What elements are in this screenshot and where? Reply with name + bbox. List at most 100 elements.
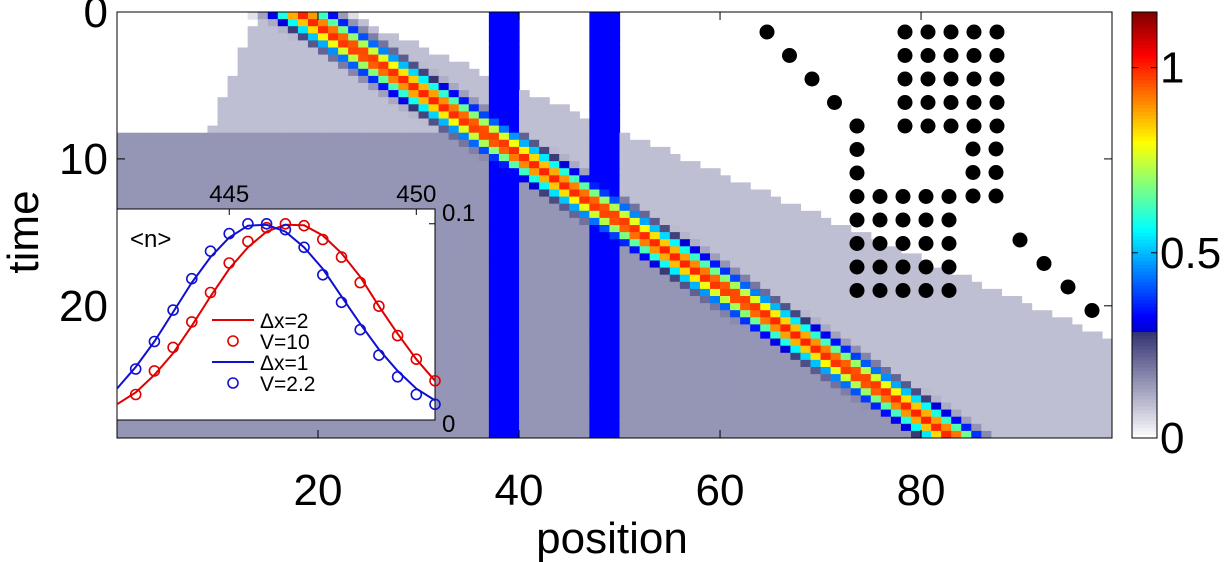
heatmap-cell — [307, 189, 319, 198]
heatmap-cell — [760, 239, 771, 247]
heatmap-cell — [699, 395, 711, 404]
heatmap-cell — [458, 331, 470, 340]
heatmap-cell — [569, 317, 580, 325]
heatmap-cell — [559, 125, 570, 134]
colorbar-segment — [1132, 303, 1157, 308]
heatmap-cell — [629, 253, 641, 262]
heatmap-cell — [659, 182, 671, 191]
heatmap-cell — [1031, 324, 1043, 333]
heatmap-cell — [328, 97, 339, 105]
heatmap-cell — [519, 267, 530, 276]
heatmap-cell — [669, 303, 681, 311]
heatmap-cell — [820, 246, 832, 254]
heatmap-cell — [730, 210, 741, 219]
heatmap-cell — [388, 175, 400, 183]
heatmap-cell — [508, 374, 520, 382]
heatmap-cell — [307, 139, 319, 148]
heatmap-cell — [840, 409, 852, 418]
heatmap-cell — [981, 317, 992, 325]
heatmap-cell — [569, 395, 580, 404]
heatmap-cell — [257, 161, 269, 169]
heatmap-cell — [287, 146, 299, 155]
heatmap-cell — [388, 189, 400, 198]
heatmap-cell — [961, 359, 972, 368]
colorbar-segment — [1132, 118, 1157, 123]
heatmap-cell — [599, 374, 611, 382]
heatmap-cell — [850, 303, 862, 311]
heatmap-cell — [287, 68, 299, 77]
heatmap-cell — [689, 324, 701, 333]
heatmap-cell — [458, 260, 470, 269]
heatmap-cell — [589, 12, 601, 20]
heatmap-cell — [237, 97, 249, 105]
heatmap-cell — [599, 90, 611, 98]
heatmap-cell — [619, 210, 631, 219]
heatmap-cell — [579, 367, 590, 375]
heatmap-cell — [800, 246, 812, 254]
heatmap-cell — [217, 125, 229, 134]
heatmap-cell — [810, 324, 822, 333]
heatmap-cell — [760, 430, 771, 438]
heatmap-cell — [569, 352, 580, 361]
heatmap-cell — [589, 381, 601, 389]
heatmap-cell — [378, 40, 389, 49]
heatmap-cell — [820, 345, 832, 354]
colorbar-segment — [1132, 72, 1157, 77]
heatmap-cell — [1091, 381, 1103, 389]
heatmap-cell — [760, 260, 771, 269]
heatmap-cell — [609, 374, 621, 382]
heatmap-cell — [508, 303, 520, 311]
heatmap-cell — [408, 61, 420, 70]
heatmap-cell — [307, 423, 319, 432]
heatmap-cell — [880, 310, 892, 318]
heatmap-cell — [790, 381, 802, 389]
heatmap-cell — [307, 54, 319, 63]
heatmap-cell — [207, 139, 219, 148]
heatmap-cell — [870, 367, 882, 375]
heatmap-cell — [438, 239, 450, 247]
heatmap-cell — [398, 189, 410, 198]
heatmap-cell — [438, 97, 450, 105]
heatmap-cell — [539, 146, 550, 155]
heatmap-cell — [398, 68, 410, 77]
heatmap-cell — [589, 395, 601, 404]
heatmap-cell — [408, 90, 420, 98]
colorbar-segment — [1132, 114, 1157, 120]
heatmap-cell — [478, 83, 490, 91]
heatmap-cell — [880, 416, 892, 425]
heatmap-cell — [609, 97, 621, 105]
heatmap-cell — [177, 416, 188, 425]
heatmap-cell — [1011, 324, 1023, 333]
heatmap-cell — [750, 352, 761, 361]
heatmap-cell — [840, 374, 852, 382]
heatmap-cell — [549, 331, 560, 340]
heatmap-cell — [679, 203, 691, 212]
heatmap-cell — [629, 423, 641, 432]
heatmap-cell — [750, 210, 761, 219]
heatmap-cell — [378, 68, 389, 77]
heatmap-cell — [709, 196, 721, 205]
heatmap-cell — [951, 352, 962, 361]
heatmap-cell — [498, 267, 510, 276]
heatmap-cell — [619, 409, 631, 418]
heatmap-cell — [579, 352, 590, 361]
heatmap-cell — [599, 310, 611, 318]
heatmap-cell — [720, 189, 731, 198]
heatmap-cell — [519, 281, 530, 290]
heatmap-cell — [740, 260, 751, 269]
heatmap-cell — [971, 367, 982, 375]
colorbar-segment — [1132, 225, 1157, 230]
heatmap-cell — [709, 395, 721, 404]
heatmap-cell — [579, 253, 590, 262]
heatmap-cell — [508, 317, 520, 325]
heatmap-cell — [167, 423, 178, 432]
heatmap-cell — [418, 139, 430, 148]
heatmap-cell — [458, 210, 470, 219]
heatmap-cell — [971, 324, 982, 333]
heatmap-cell — [328, 132, 339, 141]
heatmap-cell — [971, 388, 982, 396]
heatmap-cell — [589, 175, 601, 183]
heatmap-cell — [257, 416, 269, 425]
heatmap-cell — [508, 388, 520, 396]
heatmap-cell — [1031, 374, 1043, 382]
